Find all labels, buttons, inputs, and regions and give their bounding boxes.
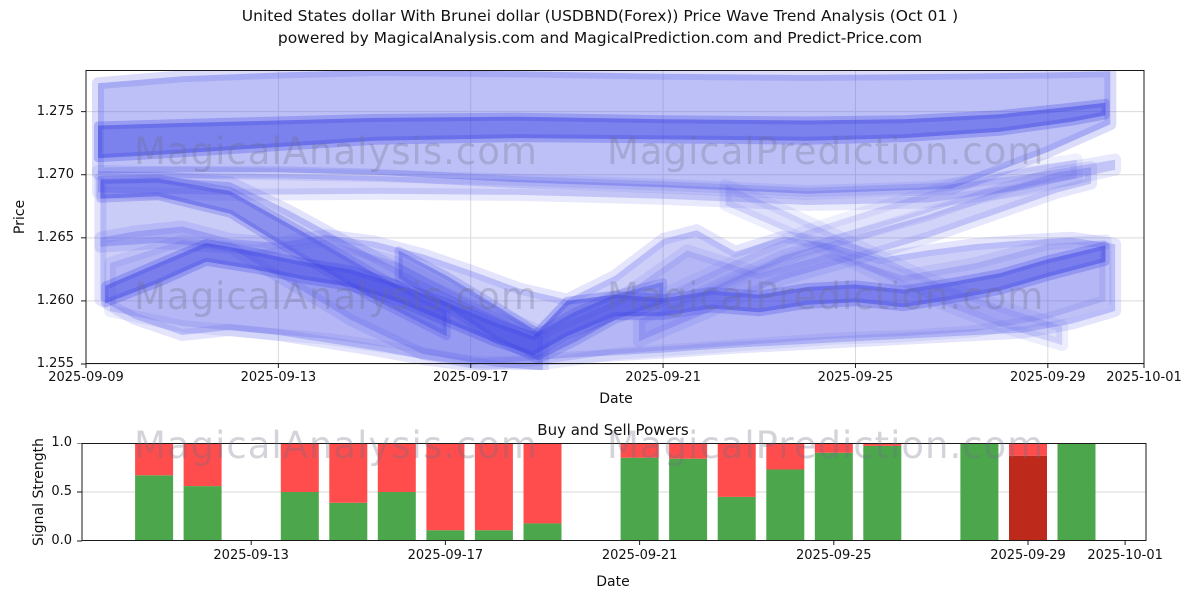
wave-band-upper-core	[94, 98, 1110, 163]
signal-x-tick-label: 2025-09-29	[990, 548, 1066, 563]
price-x-tick-label: 2025-09-21	[625, 370, 701, 385]
wave-band-v-dip-core	[394, 246, 668, 365]
price-axis-label: Price	[12, 199, 28, 235]
price-x-tick-label: 2025-09-13	[240, 370, 317, 385]
wave-band-upper-sub	[92, 153, 1122, 211]
price-y-tick-label: 1.265	[36, 229, 74, 245]
bar-segment-buy	[814, 452, 853, 541]
bar-segment-sell-strong	[1009, 455, 1047, 541]
bar-segment-buy	[377, 492, 416, 541]
main-title: United States dollar With Brunei dollar …	[241, 7, 959, 25]
bar-segment-buy	[329, 502, 368, 541]
bar-segment-sell	[669, 443, 708, 459]
bar-segment-sell	[1009, 443, 1047, 456]
main-subtitle: powered by MagicalAnalysis.com and Magic…	[277, 29, 923, 47]
bar-segment-buy	[426, 530, 465, 541]
axis-ticks	[81, 111, 1145, 368]
wave-band-rising-diagonal	[633, 161, 1098, 348]
plot-frame	[85, 70, 1145, 364]
signal-x-tick-label: 2025-09-17	[407, 548, 484, 563]
bar-segment-sell	[183, 443, 222, 487]
price-wave-chart	[81, 70, 1145, 370]
bar-segment-sell	[766, 443, 805, 470]
wave-band-lower-secondary	[104, 234, 1112, 370]
wave-band-left-shelf-core	[96, 174, 451, 341]
bar-segment-sell	[814, 443, 853, 453]
bar-segment-sell	[377, 443, 416, 492]
wave-band-descending-cross	[719, 178, 1069, 352]
bar-segment-sell	[329, 443, 368, 503]
bar-segment-buy	[960, 443, 999, 541]
bar-segment-buy	[183, 486, 222, 541]
wave-band-lower-core	[101, 238, 1110, 360]
bar-segment-sell	[863, 443, 902, 446]
price-y-tick-label: 1.270	[36, 166, 74, 182]
signal-y-tick-label: 0.5	[51, 484, 72, 499]
bar-segment-sell	[474, 443, 513, 531]
bar-segment-sell	[523, 443, 562, 524]
bar-segment-sell	[135, 443, 174, 476]
bar-segment-buy	[280, 492, 319, 541]
signal-x-tick-label: 2025-09-13	[213, 548, 289, 563]
bar-segment-buy	[1057, 443, 1096, 541]
price-x-tick-label: 2025-10-01	[1106, 370, 1182, 385]
bar-segment-buy	[474, 530, 513, 541]
bar-segment-buy	[620, 457, 659, 541]
price-y-tick-label: 1.260	[36, 292, 74, 308]
price-x-tick-label: 2025-09-29	[1010, 370, 1086, 385]
bar-segment-buy	[669, 458, 708, 541]
bar-segment-sell	[280, 443, 319, 492]
signal-x-tick-label: 2025-10-01	[1087, 548, 1163, 563]
price-x-tick-label: 2025-09-09	[48, 370, 124, 385]
price-y-tick-label: 1.255	[36, 356, 74, 371]
signal-y-tick-label: 1.0	[51, 435, 72, 450]
bar-segment-sell	[426, 443, 465, 531]
axis-ticks	[77, 443, 1126, 545]
bar-segment-sell	[717, 443, 756, 497]
price-x-tick-label: 2025-09-17	[432, 370, 509, 385]
price-x-tick-label: 2025-09-25	[817, 370, 894, 385]
signal-bars	[135, 443, 1096, 541]
signal-bar-chart	[77, 443, 1147, 545]
bar-segment-buy	[135, 475, 174, 541]
signal-x-tick-label: 2025-09-25	[796, 548, 872, 563]
bar-segment-buy	[766, 469, 805, 541]
signal-y-tick-label: 0.0	[51, 533, 72, 548]
signal-x-tick-label: 2025-09-21	[601, 548, 678, 563]
signal-chart-title: Buy and Sell Powers	[537, 421, 689, 439]
price-y-tick-label: 1.275	[36, 103, 74, 119]
bar-segment-buy	[523, 523, 562, 541]
price-xaxis-label: Date	[599, 391, 633, 407]
bar-segment-sell	[620, 443, 659, 458]
wave-bands	[92, 70, 1122, 370]
bar-segment-buy	[717, 496, 756, 541]
signal-xaxis-label: Date	[596, 574, 630, 590]
bar-segment-buy	[863, 445, 902, 541]
wave-band-rising-diagonal-2	[657, 153, 1083, 320]
